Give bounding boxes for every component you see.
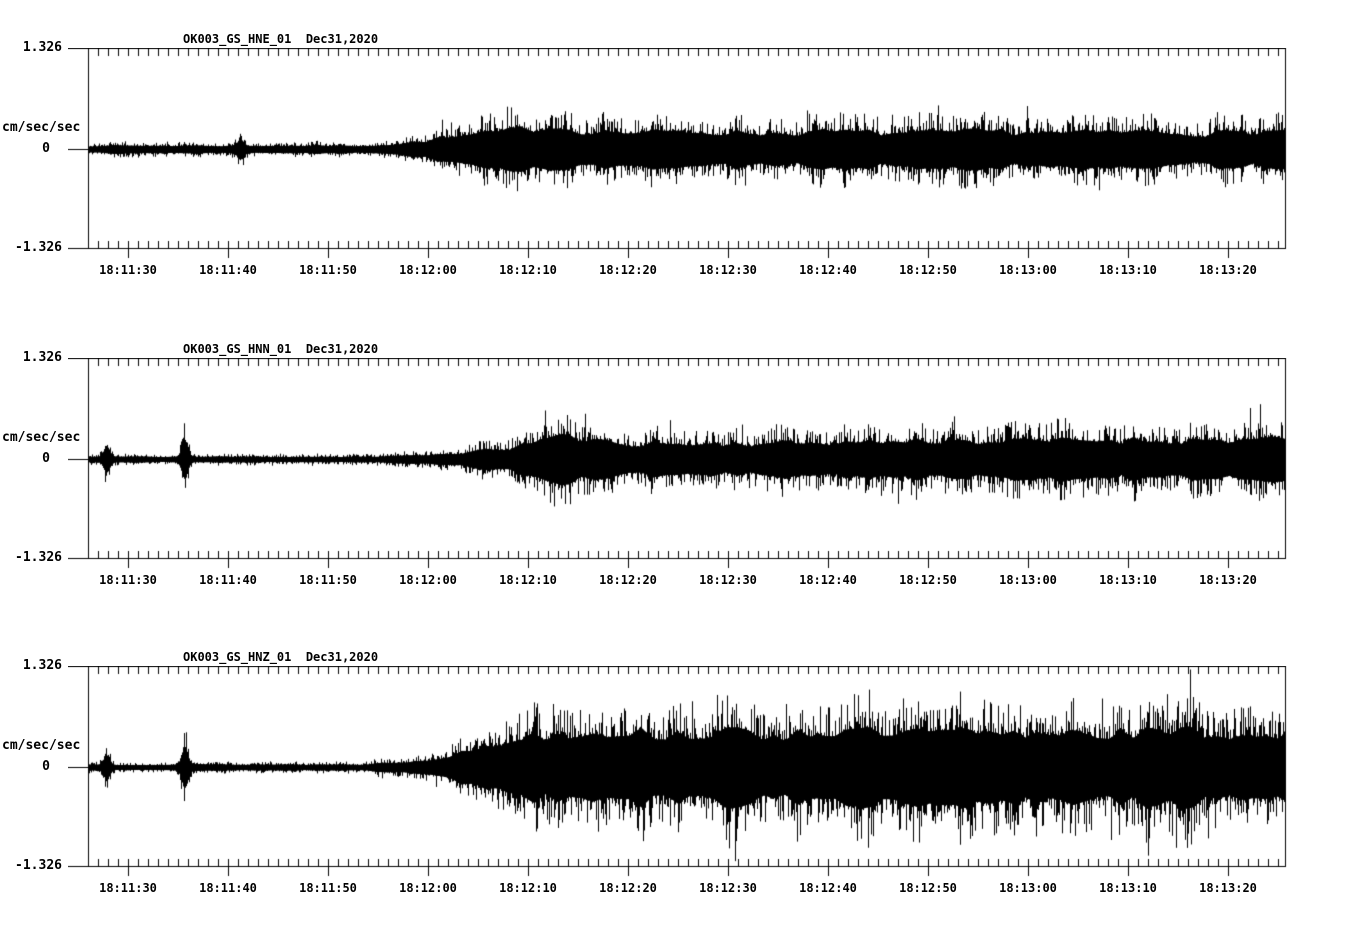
x-axis-tick-labels: 18:11:30 18:11:40 18:11:50 18:12:00 18:12:10…: [0, 263, 1358, 279]
x-tick-label: 18:11:40: [199, 263, 257, 277]
x-tick-label: 18:12:40: [799, 263, 857, 277]
y-axis-min-label: -1.326: [15, 240, 62, 255]
y-axis-max-label: 1.326: [22, 658, 62, 673]
x-tick-label: 18:12:00: [399, 881, 457, 895]
x-tick-label: 18:13:10: [1099, 573, 1157, 587]
y-axis-min-label: -1.326: [15, 858, 62, 873]
x-tick-label: 18:13:20: [1199, 263, 1257, 277]
x-tick-label: 18:11:30: [99, 573, 157, 587]
x-tick-label: 18:11:50: [299, 263, 357, 277]
x-tick-label: 18:11:50: [299, 881, 357, 895]
waveform-canvas-hnn: [68, 358, 1288, 570]
y-axis-max-label: 1.326: [22, 350, 62, 365]
x-tick-label: 18:12:00: [399, 573, 457, 587]
x-tick-label: 18:12:40: [799, 881, 857, 895]
x-axis-tick-labels: 18:11:30 18:11:40 18:11:50 18:12:00 18:12:10…: [0, 573, 1358, 589]
x-tick-label: 18:11:30: [99, 263, 157, 277]
x-tick-label: 18:12:20: [599, 573, 657, 587]
x-tick-label: 18:12:30: [699, 573, 757, 587]
x-tick-label: 18:12:20: [599, 263, 657, 277]
y-axis-zero-label: 0: [42, 451, 50, 466]
x-tick-label: 18:12:00: [399, 263, 457, 277]
x-tick-label: 18:11:40: [199, 881, 257, 895]
y-axis-units-label: cm/sec/sec: [2, 738, 81, 753]
y-axis-zero-label: 0: [42, 759, 50, 774]
waveform-canvas-hne: [68, 48, 1288, 260]
seismogram-panel-hne: OK003_GS_HNE_01 Dec31,2020 1.326 cm/sec/…: [0, 0, 1358, 310]
x-tick-label: 18:11:40: [199, 573, 257, 587]
x-tick-label: 18:12:30: [699, 263, 757, 277]
x-tick-label: 18:12:50: [899, 263, 957, 277]
x-tick-label: 18:13:20: [1199, 573, 1257, 587]
x-tick-label: 18:13:20: [1199, 881, 1257, 895]
x-tick-label: 18:13:00: [999, 573, 1057, 587]
x-axis-tick-labels: 18:11:30 18:11:40 18:11:50 18:12:00 18:12:10…: [0, 881, 1358, 897]
x-tick-label: 18:12:40: [799, 573, 857, 587]
seismogram-panel-hnn: OK003_GS_HNN_01 Dec31,2020 1.326 cm/sec/…: [0, 310, 1358, 620]
y-axis-units-label: cm/sec/sec: [2, 120, 81, 135]
x-tick-label: 18:12:10: [499, 573, 557, 587]
y-axis-units-label: cm/sec/sec: [2, 430, 81, 445]
seismogram-panel-hnz: OK003_GS_HNZ_01 Dec31,2020 1.326 cm/sec/…: [0, 618, 1358, 928]
x-tick-label: 18:13:10: [1099, 263, 1157, 277]
x-tick-label: 18:13:00: [999, 881, 1057, 895]
x-tick-label: 18:12:50: [899, 881, 957, 895]
waveform-canvas-hnz: [68, 666, 1288, 878]
x-tick-label: 18:11:30: [99, 881, 157, 895]
y-axis-min-label: -1.326: [15, 550, 62, 565]
panel-title: OK003_GS_HNZ_01 Dec31,2020: [183, 650, 379, 664]
x-tick-label: 18:12:10: [499, 881, 557, 895]
x-tick-label: 18:11:50: [299, 573, 357, 587]
panel-title: OK003_GS_HNE_01 Dec31,2020: [183, 32, 379, 46]
y-axis-max-label: 1.326: [22, 40, 62, 55]
panel-title: OK003_GS_HNN_01 Dec31,2020: [183, 342, 379, 356]
x-tick-label: 18:12:10: [499, 263, 557, 277]
x-tick-label: 18:12:30: [699, 881, 757, 895]
x-tick-label: 18:13:10: [1099, 881, 1157, 895]
x-tick-label: 18:12:50: [899, 573, 957, 587]
x-tick-label: 18:12:20: [599, 881, 657, 895]
y-axis-zero-label: 0: [42, 141, 50, 156]
x-tick-label: 18:13:00: [999, 263, 1057, 277]
